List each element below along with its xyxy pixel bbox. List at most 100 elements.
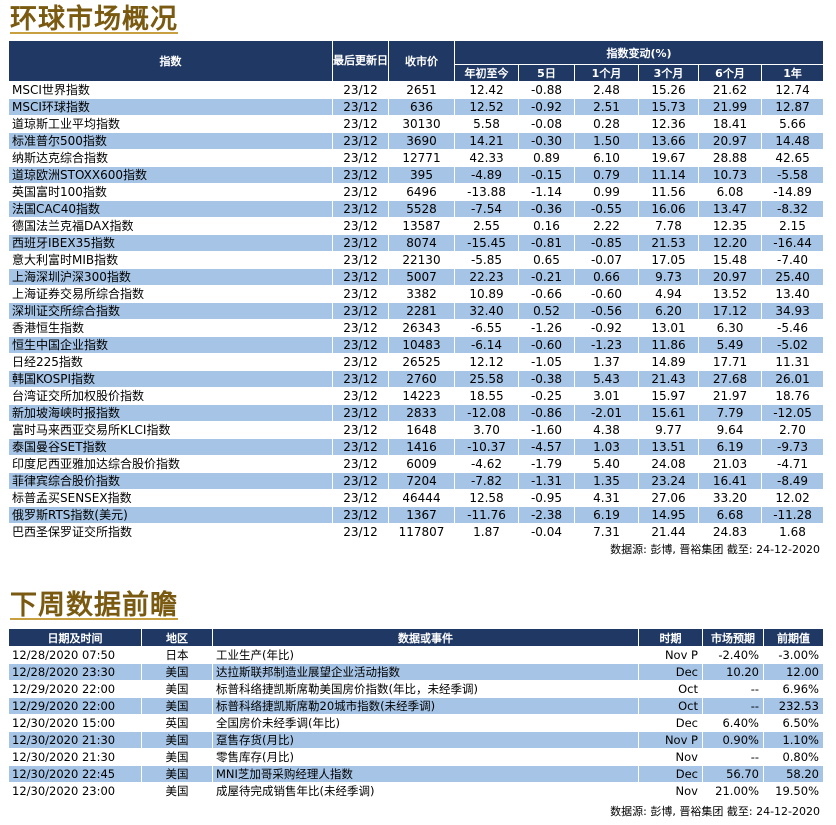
3m-change: 14.95: [638, 506, 699, 524]
5d-change: 0.89: [518, 149, 575, 167]
1y-change: 26.01: [760, 370, 825, 388]
3m-change: 11.56: [638, 183, 699, 201]
3m-change: 21.53: [638, 234, 699, 252]
ytd-change: -6.14: [454, 336, 519, 354]
table-row: 俄罗斯RTS指数(美元) 23/12 1367 -11.76 -2.38 6.19 14.9…: [8, 506, 825, 524]
event-period: Oct: [638, 697, 703, 715]
5d-change: -0.08: [518, 115, 575, 133]
5d-change: -0.30: [518, 132, 575, 150]
table-row: 恒生中国企业指数 23/12 10483 -6.14 -0.60 -1.23 11.86 5.…: [8, 336, 825, 354]
table-row: 泰国曼谷SET指数 23/12 1416 -10.37 -4.57 1.03 13.51 6.…: [8, 438, 825, 456]
close-price: 5528: [388, 200, 455, 218]
last-update: 23/12: [332, 336, 389, 354]
event-period: Dec: [638, 765, 703, 783]
1m-change: -0.85: [574, 234, 639, 252]
3m-change: 11.14: [638, 166, 699, 184]
1m-change: 0.79: [574, 166, 639, 184]
table-row: 台湾证交所加权股价指数 23/12 14223 18.55 -0.25 3.01 15.97…: [8, 387, 825, 405]
3m-change: 13.51: [638, 438, 699, 456]
last-update: 23/12: [332, 166, 389, 184]
event-datetime: 12/28/2020 23:30: [8, 663, 142, 681]
close-price: 3690: [388, 132, 455, 150]
ytd-change: 2.55: [454, 217, 519, 235]
table-row: 富时马来西亚交易所KLCI指数 23/12 1648 3.70 -1.60 4.38 9.7…: [8, 421, 825, 439]
last-update: 23/12: [332, 319, 389, 337]
5d-change: 0.52: [518, 302, 575, 320]
index-name: 巴西圣保罗证交所指数: [8, 523, 333, 541]
close-price: 26343: [388, 319, 455, 337]
6m-change: 6.68: [698, 506, 762, 524]
event-forecast: 10.20: [702, 663, 764, 681]
event-name: 达拉斯联邦制造业展望企业活动指数: [212, 663, 639, 681]
header-previous: 前期值: [763, 628, 824, 647]
6m-change: 6.08: [698, 183, 762, 201]
index-name: MSCI世界指数: [8, 81, 333, 99]
index-name: 日经225指数: [8, 353, 333, 371]
1y-change: -7.40: [760, 251, 825, 269]
event-datetime: 12/30/2020 23:00: [8, 782, 142, 800]
1m-change: -0.55: [574, 200, 639, 218]
last-update: 23/12: [332, 251, 389, 269]
table-row: 法国CAC40指数 23/12 5528 -7.54 -0.36 -0.55 16.06 13…: [8, 200, 825, 218]
last-update: 23/12: [332, 370, 389, 388]
close-price: 2651: [388, 81, 455, 99]
6m-change: 17.71: [698, 353, 762, 371]
5d-change: -0.36: [518, 200, 575, 218]
ytd-change: 42.33: [454, 149, 519, 167]
close-price: 1648: [388, 421, 455, 439]
3m-change: 12.36: [638, 115, 699, 133]
header-forecast: 市场预期: [702, 628, 764, 647]
table-row: 韩国KOSPI指数 23/12 2760 25.58 -0.38 5.43 21.43 27.…: [8, 370, 825, 388]
1m-change: 1.37: [574, 353, 639, 371]
5d-change: -0.60: [518, 336, 575, 354]
1m-change: 2.51: [574, 98, 639, 116]
last-update: 23/12: [332, 421, 389, 439]
event-period: Dec: [638, 663, 703, 681]
event-name: MNI芝加哥采购经理人指数: [212, 765, 639, 783]
ytd-change: -5.85: [454, 251, 519, 269]
header-index: 指数: [8, 40, 333, 82]
6m-change: 18.41: [698, 115, 762, 133]
6m-change: 5.49: [698, 336, 762, 354]
ytd-change: 12.58: [454, 489, 519, 507]
event-period: Nov: [638, 748, 703, 766]
1y-change: -4.71: [760, 455, 825, 473]
5d-change: 0.65: [518, 251, 575, 269]
table-row: 标普孟买SENSEX指数 23/12 46444 12.58 -0.95 4.31 27.0…: [8, 489, 825, 507]
header-datetime: 日期及时间: [8, 628, 142, 647]
3m-change: 9.73: [638, 268, 699, 286]
index-name: 韩国KOSPI指数: [8, 370, 333, 388]
last-update: 23/12: [332, 523, 389, 541]
weekly-data-table: 日期及时间 地区 数据或事件 时期 市场预期 前期值 12/28/2020 07…: [8, 628, 824, 800]
header-change-group: 指数变动(%): [453, 40, 825, 65]
table-row: 印度尼西亚雅加达综合股价指数 23/12 6009 -4.62 -1.79 5.40 24.…: [8, 455, 825, 473]
event-period: Nov P: [638, 646, 703, 664]
header-region: 地区: [141, 628, 213, 647]
5d-change: -1.79: [518, 455, 575, 473]
event-previous: 0.80%: [763, 748, 824, 766]
table-row: 道琼斯工业平均指数 23/12 30130 5.58 -0.08 0.28 12.36 18.…: [8, 115, 825, 133]
close-price: 7204: [388, 472, 455, 490]
event-previous: 19.50%: [763, 782, 824, 800]
1m-change: 5.40: [574, 455, 639, 473]
event-previous: 12.00: [763, 663, 824, 681]
6m-change: 21.03: [698, 455, 762, 473]
close-price: 46444: [388, 489, 455, 507]
1m-change: 0.28: [574, 115, 639, 133]
ytd-change: -6.55: [454, 319, 519, 337]
3m-change: 15.61: [638, 404, 699, 422]
6m-change: 21.62: [698, 81, 762, 99]
1m-change: -0.07: [574, 251, 639, 269]
event-name: 趸售存货(月比): [212, 731, 639, 749]
event-name: 标普科络捷凯斯席勒20城市指数(未经季调): [212, 697, 639, 715]
header-period: 时期: [638, 628, 703, 647]
1y-change: -16.44: [760, 234, 825, 252]
3m-change: 13.66: [638, 132, 699, 150]
event-region: 美国: [141, 782, 213, 800]
6m-change: 12.20: [698, 234, 762, 252]
index-name: 标准普尔500指数: [8, 132, 333, 150]
1y-change: 12.87: [760, 98, 825, 116]
1y-change: 5.66: [760, 115, 825, 133]
1y-change: 1.68: [760, 523, 825, 541]
6m-change: 17.12: [698, 302, 762, 320]
